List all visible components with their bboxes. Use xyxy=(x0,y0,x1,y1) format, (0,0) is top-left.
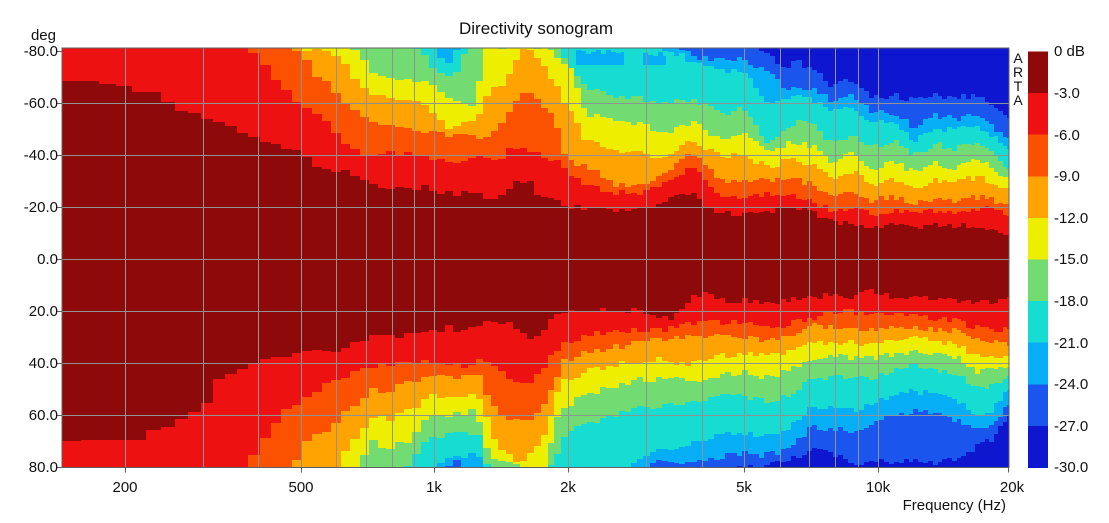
svg-text:-20.0: -20.0 xyxy=(24,199,58,216)
svg-text:-21.0: -21.0 xyxy=(1054,335,1088,352)
svg-text:20.0: 20.0 xyxy=(29,303,58,320)
svg-text:-18.0: -18.0 xyxy=(1054,293,1088,310)
svg-text:40.0: 40.0 xyxy=(29,355,58,372)
svg-text:-15.0: -15.0 xyxy=(1054,251,1088,268)
svg-text:Directivity sonogram: Directivity sonogram xyxy=(459,19,613,38)
svg-text:deg: deg xyxy=(31,27,56,44)
svg-text:A: A xyxy=(1013,92,1023,108)
svg-text:Frequency (Hz): Frequency (Hz) xyxy=(903,497,1006,514)
svg-text:5k: 5k xyxy=(736,479,752,496)
svg-text:-9.0: -9.0 xyxy=(1054,168,1080,185)
svg-text:A: A xyxy=(1013,50,1023,66)
svg-text:-80.0: -80.0 xyxy=(24,43,58,60)
svg-text:-12.0: -12.0 xyxy=(1054,210,1088,227)
svg-text:R: R xyxy=(1013,64,1023,80)
svg-text:-3.0: -3.0 xyxy=(1054,85,1080,102)
svg-text:-40.0: -40.0 xyxy=(24,147,58,164)
svg-text:20k: 20k xyxy=(1000,479,1025,496)
svg-text:80.0: 80.0 xyxy=(29,459,58,476)
svg-text:2k: 2k xyxy=(560,479,576,496)
svg-text:-6.0: -6.0 xyxy=(1054,127,1080,144)
svg-text:T: T xyxy=(1014,78,1023,94)
svg-text:-30.0: -30.0 xyxy=(1054,459,1088,476)
svg-text:1k: 1k xyxy=(426,479,442,496)
svg-text:-24.0: -24.0 xyxy=(1054,376,1088,393)
svg-text:0.0: 0.0 xyxy=(37,251,58,268)
svg-text:-27.0: -27.0 xyxy=(1054,418,1088,435)
svg-text:500: 500 xyxy=(288,479,313,496)
svg-text:0 dB: 0 dB xyxy=(1054,43,1085,60)
svg-text:-60.0: -60.0 xyxy=(24,95,58,112)
svg-text:10k: 10k xyxy=(866,479,891,496)
svg-text:60.0: 60.0 xyxy=(29,407,58,424)
svg-text:200: 200 xyxy=(112,479,137,496)
